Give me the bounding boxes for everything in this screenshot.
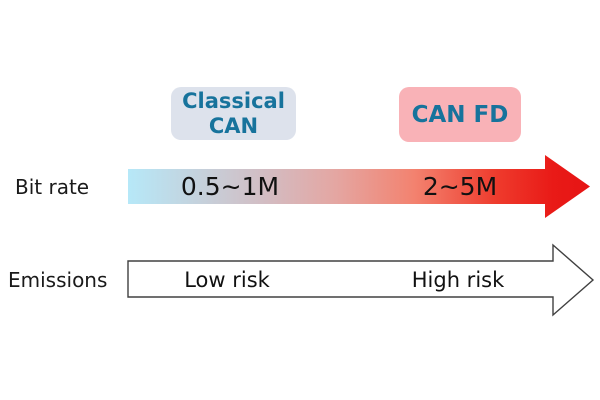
emissions-low-risk-label: Low risk bbox=[184, 268, 270, 292]
bitrate-high-value: 2∼5M bbox=[422, 172, 498, 201]
bitrate-low-value: 0.5∼1M bbox=[180, 172, 280, 201]
emissions-row-label: Emissions bbox=[8, 268, 108, 292]
emissions-high-risk-label: High risk bbox=[411, 268, 505, 292]
emissions-outline-arrow bbox=[127, 243, 595, 317]
can-fd-label: CAN FD bbox=[411, 101, 509, 128]
classical-can-label-line2: CAN bbox=[208, 113, 259, 138]
classical-can-label-line1: Classical bbox=[182, 88, 285, 113]
can-fd-badge: CAN FD bbox=[399, 87, 521, 142]
classical-can-badge: Classical CAN bbox=[171, 87, 296, 140]
bitrate-gradient-arrow bbox=[128, 155, 590, 218]
bitrate-row-label: Bit rate bbox=[15, 175, 90, 199]
